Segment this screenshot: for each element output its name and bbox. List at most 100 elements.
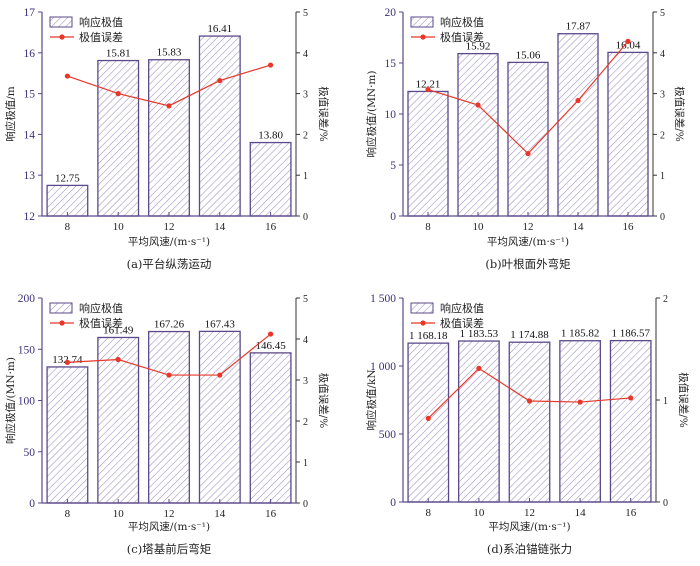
left-tick-label: 200 <box>18 293 36 305</box>
x-tick-label: 10 <box>113 508 125 520</box>
bar-value-label: 1 185.82 <box>561 328 600 340</box>
panel-caption: (a)平台纵荡运动 <box>127 257 212 271</box>
x-tick-label: 16 <box>625 507 637 519</box>
x-tick-label: 12 <box>164 508 175 520</box>
error-point <box>217 77 223 84</box>
x-axis-label: 平均风速/(m·s⁻¹) <box>128 521 210 533</box>
right-tick-label: 0 <box>663 498 668 509</box>
panel-caption: (d)系泊锚链张力 <box>487 542 572 556</box>
x-tick-label: 10 <box>473 221 485 233</box>
bar <box>148 330 190 504</box>
right-tick-label: 3 <box>660 90 665 101</box>
x-axis-label: 平均风速/(m·s⁻¹) <box>487 236 569 248</box>
left-tick-label: 0 <box>29 498 35 510</box>
right-tick-label: 2 <box>663 294 668 305</box>
bar-value-label: 167.43 <box>205 318 236 330</box>
bar-value-label: 15.83 <box>157 47 182 59</box>
left-tick-label: 0 <box>390 211 396 223</box>
bar <box>198 35 241 217</box>
left-tick-label: 16 <box>24 48 36 60</box>
right-tick-label: 2 <box>303 130 308 141</box>
bar-value-label: 1 174.88 <box>510 329 549 341</box>
bar <box>508 341 551 503</box>
chart-panel-c: 132.74161.49167.26167.43146.450501001502… <box>4 293 330 556</box>
bar-value-label: 12.21 <box>416 78 441 90</box>
x-tick-label: 16 <box>265 221 277 233</box>
y-axis-label: 响应极值/(MN·m) <box>365 71 378 158</box>
error-point <box>425 415 431 421</box>
legend-bar-label: 响应极值 <box>79 301 123 315</box>
legend-bar-label: 响应极值 <box>440 15 484 29</box>
bar <box>507 61 549 217</box>
left-tick-label: 5 <box>390 160 396 172</box>
left-tick-label: 50 <box>24 447 36 459</box>
bar-value-label: 17.87 <box>566 21 591 33</box>
bar <box>46 366 89 504</box>
bar-value-label: 167.26 <box>154 319 185 331</box>
right-y-axis-label: 极值误差/% <box>317 86 330 142</box>
y-axis-label: 响应极值/kN <box>365 369 378 430</box>
error-point <box>625 38 631 44</box>
x-tick-label: 14 <box>575 507 587 519</box>
left-tick-label: 10 <box>385 109 397 121</box>
legend-bar-swatch <box>49 302 73 314</box>
left-tick-label: 500 <box>379 429 397 441</box>
legend-bar-swatch <box>49 16 73 28</box>
legend-bar-label: 响应极值 <box>79 15 123 29</box>
error-point <box>628 395 634 401</box>
x-tick-label: 8 <box>65 221 71 233</box>
legend-line-label: 极值误差 <box>440 316 484 330</box>
left-tick-label: 13 <box>24 170 36 182</box>
error-point <box>166 372 172 378</box>
bar <box>97 336 140 504</box>
bar-value-label: 12.75 <box>55 172 80 184</box>
right-tick-label: 1 <box>303 171 308 182</box>
error-point <box>115 91 121 97</box>
bar <box>249 352 292 504</box>
legend-bar-label: 响应极值 <box>440 301 484 315</box>
x-tick-label: 8 <box>65 508 71 520</box>
error-point <box>526 398 533 404</box>
bar <box>407 90 449 217</box>
error-point <box>115 356 121 363</box>
left-tick-label: 17 <box>24 7 36 19</box>
legend-line-label: 极值误差 <box>440 30 484 44</box>
bar-value-label: 161.49 <box>103 324 134 336</box>
y-axis-label: 响应极值/(MN·m) <box>4 357 17 444</box>
bar <box>407 342 450 503</box>
x-tick-label: 14 <box>214 508 226 520</box>
legend-bar-swatch <box>410 302 434 314</box>
y-axis-label: 响应极值/m <box>4 86 17 142</box>
error-point <box>64 359 70 365</box>
bar <box>97 59 140 217</box>
error-point <box>575 97 581 104</box>
x-tick-label: 12 <box>164 221 175 233</box>
bar <box>559 340 601 503</box>
legend-line-marker <box>59 320 65 326</box>
left-tick-label: 1 500 <box>370 293 396 305</box>
right-tick-label: 4 <box>303 49 308 60</box>
error-point <box>217 372 223 378</box>
bar-value-label: 1 183.53 <box>460 328 499 340</box>
x-tick-label: 16 <box>623 221 635 233</box>
bar <box>249 141 292 217</box>
right-tick-label: 3 <box>303 90 308 101</box>
bar-value-label: 1 168.18 <box>409 330 448 342</box>
left-tick-label: 15 <box>385 58 397 70</box>
right-tick-label: 0 <box>303 212 308 223</box>
bar <box>609 339 652 503</box>
right-tick-label: 4 <box>660 49 665 60</box>
x-tick-label: 12 <box>523 221 534 233</box>
x-tick-label: 8 <box>425 221 431 233</box>
right-tick-label: 5 <box>660 8 665 19</box>
right-y-axis-label: 极值误差/% <box>673 86 686 142</box>
error-point <box>475 102 481 108</box>
error-point <box>166 103 172 109</box>
x-tick-label: 16 <box>265 508 277 520</box>
right-tick-label: 4 <box>303 335 308 346</box>
bar <box>557 33 599 217</box>
right-tick-label: 1 <box>660 171 665 182</box>
x-tick-label: 8 <box>426 507 432 519</box>
